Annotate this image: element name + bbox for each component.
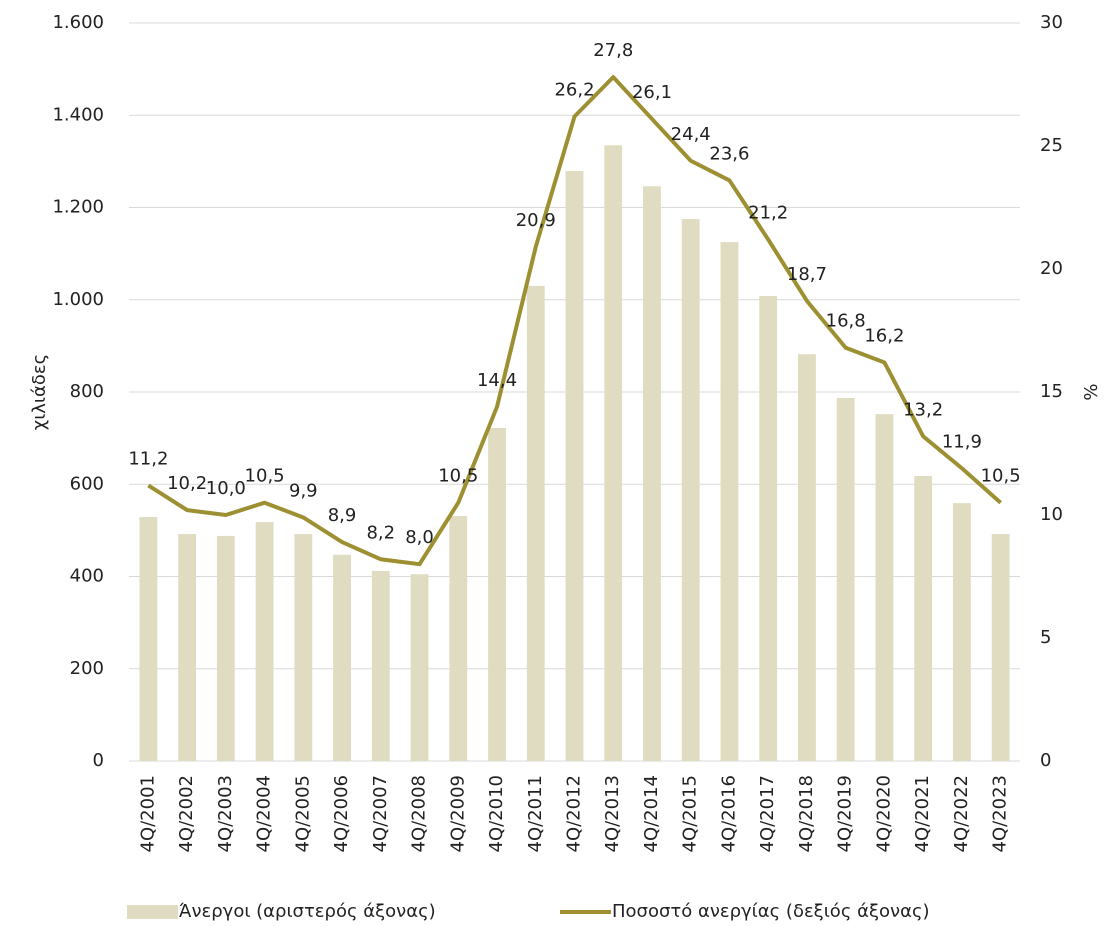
bar bbox=[139, 516, 158, 761]
bar bbox=[565, 171, 584, 761]
bar bbox=[643, 186, 661, 762]
bar bbox=[914, 475, 933, 761]
y2-axis-label: % bbox=[1081, 383, 1102, 400]
data-label: 10,5 bbox=[438, 466, 478, 487]
bar bbox=[178, 534, 197, 761]
data-label: 8,9 bbox=[328, 505, 357, 526]
y2-tick-label: 25 bbox=[1040, 135, 1063, 156]
bar bbox=[410, 574, 429, 761]
x-tick-label: 4Q/2008 bbox=[409, 775, 430, 853]
x-tick-label: 4Q/2015 bbox=[680, 775, 701, 853]
legend-label: Ποσοστό ανεργίας (δεξιός άξονας) bbox=[612, 901, 930, 922]
data-label: 26,1 bbox=[632, 82, 672, 103]
data-label: 10,0 bbox=[206, 478, 246, 499]
y-tick-label: 1.400 bbox=[52, 104, 104, 125]
data-label: 10,5 bbox=[981, 466, 1021, 487]
x-tick-label: 4Q/2020 bbox=[873, 775, 894, 853]
bar bbox=[759, 296, 778, 761]
y2-tick-label: 5 bbox=[1040, 627, 1051, 648]
data-label: 11,2 bbox=[128, 448, 168, 469]
bar bbox=[720, 242, 739, 761]
y-tick-label: 800 bbox=[70, 381, 104, 402]
y-tick-label: 200 bbox=[70, 658, 104, 679]
y-tick-label: 600 bbox=[70, 473, 104, 494]
x-tick-label: 4Q/2004 bbox=[254, 775, 275, 853]
data-label: 10,2 bbox=[167, 473, 207, 494]
bar bbox=[216, 535, 235, 761]
x-tick-label: 4Q/2014 bbox=[641, 775, 662, 853]
data-label: 26,2 bbox=[554, 79, 594, 100]
x-tick-label: 4Q/2013 bbox=[602, 775, 623, 853]
x-tick-label: 4Q/2005 bbox=[292, 775, 313, 853]
line bbox=[147, 75, 1002, 567]
bar bbox=[991, 534, 1010, 761]
y-axis-label: χιλιάδες bbox=[29, 354, 50, 430]
y2-tick-label: 30 bbox=[1040, 12, 1063, 33]
data-label: 9,9 bbox=[289, 480, 318, 501]
x-tick-label: 4Q/2017 bbox=[757, 775, 778, 853]
bar bbox=[952, 503, 971, 761]
legend-label: Άνεργοι (αριστερός άξονας) bbox=[179, 901, 436, 922]
x-tick-label: 4Q/2022 bbox=[951, 775, 972, 853]
y2-tick-label: 15 bbox=[1040, 381, 1063, 402]
x-tick-label: 4Q/2009 bbox=[447, 775, 468, 853]
bar bbox=[604, 145, 623, 761]
x-tick-label: 4Q/2006 bbox=[331, 775, 352, 853]
x-tick-label: 4Q/2018 bbox=[796, 775, 817, 853]
y2-tick-label: 10 bbox=[1040, 504, 1063, 525]
bar bbox=[371, 570, 390, 761]
data-label: 18,7 bbox=[787, 264, 827, 285]
x-tick-label: 4Q/2007 bbox=[370, 775, 391, 853]
bar bbox=[333, 554, 351, 761]
bar bbox=[875, 414, 894, 761]
data-label: 8,0 bbox=[405, 527, 434, 548]
x-tick-label: 4Q/2019 bbox=[835, 775, 856, 853]
data-label: 21,2 bbox=[748, 202, 788, 223]
data-label: 16,8 bbox=[826, 311, 866, 332]
legend-swatch bbox=[127, 905, 178, 919]
y-tick-label: 1.200 bbox=[52, 197, 104, 218]
bar bbox=[294, 534, 313, 761]
x-tick-label: 4Q/2012 bbox=[564, 775, 585, 853]
data-label: 10,5 bbox=[245, 466, 285, 487]
data-label: 8,2 bbox=[366, 522, 395, 543]
bar bbox=[526, 285, 545, 761]
data-label: 27,8 bbox=[593, 40, 633, 61]
bar bbox=[255, 522, 274, 761]
bar bbox=[488, 427, 506, 761]
x-tick-label: 4Q/2021 bbox=[912, 775, 933, 853]
data-label: 23,6 bbox=[709, 143, 749, 164]
y2-tick-label: 20 bbox=[1040, 258, 1063, 279]
data-label: 11,9 bbox=[942, 431, 982, 452]
data-label: 20,9 bbox=[516, 210, 556, 231]
x-tick-label: 4Q/2001 bbox=[137, 775, 158, 853]
y-tick-label: 400 bbox=[70, 566, 104, 587]
y-tick-label: 0 bbox=[93, 750, 104, 771]
x-tick-label: 4Q/2011 bbox=[525, 775, 546, 853]
bar bbox=[449, 516, 468, 761]
x-tick-label: 4Q/2016 bbox=[718, 775, 739, 853]
x-tick-label: 4Q/2023 bbox=[990, 775, 1011, 853]
data-label: 24,4 bbox=[671, 124, 711, 145]
data-label: 14,4 bbox=[477, 370, 517, 391]
data-label: 16,2 bbox=[864, 325, 904, 346]
x-tick-label: 4Q/2010 bbox=[486, 775, 507, 853]
bar bbox=[836, 397, 855, 761]
bar bbox=[798, 354, 816, 761]
x-tick-label: 4Q/2002 bbox=[176, 775, 197, 853]
x-tick-label: 4Q/2003 bbox=[215, 775, 236, 853]
y-tick-label: 1.000 bbox=[52, 289, 104, 310]
bar bbox=[681, 219, 700, 761]
y-tick-label: 1.600 bbox=[52, 12, 104, 33]
y2-tick-label: 0 bbox=[1040, 750, 1051, 771]
data-label: 13,2 bbox=[903, 399, 943, 420]
